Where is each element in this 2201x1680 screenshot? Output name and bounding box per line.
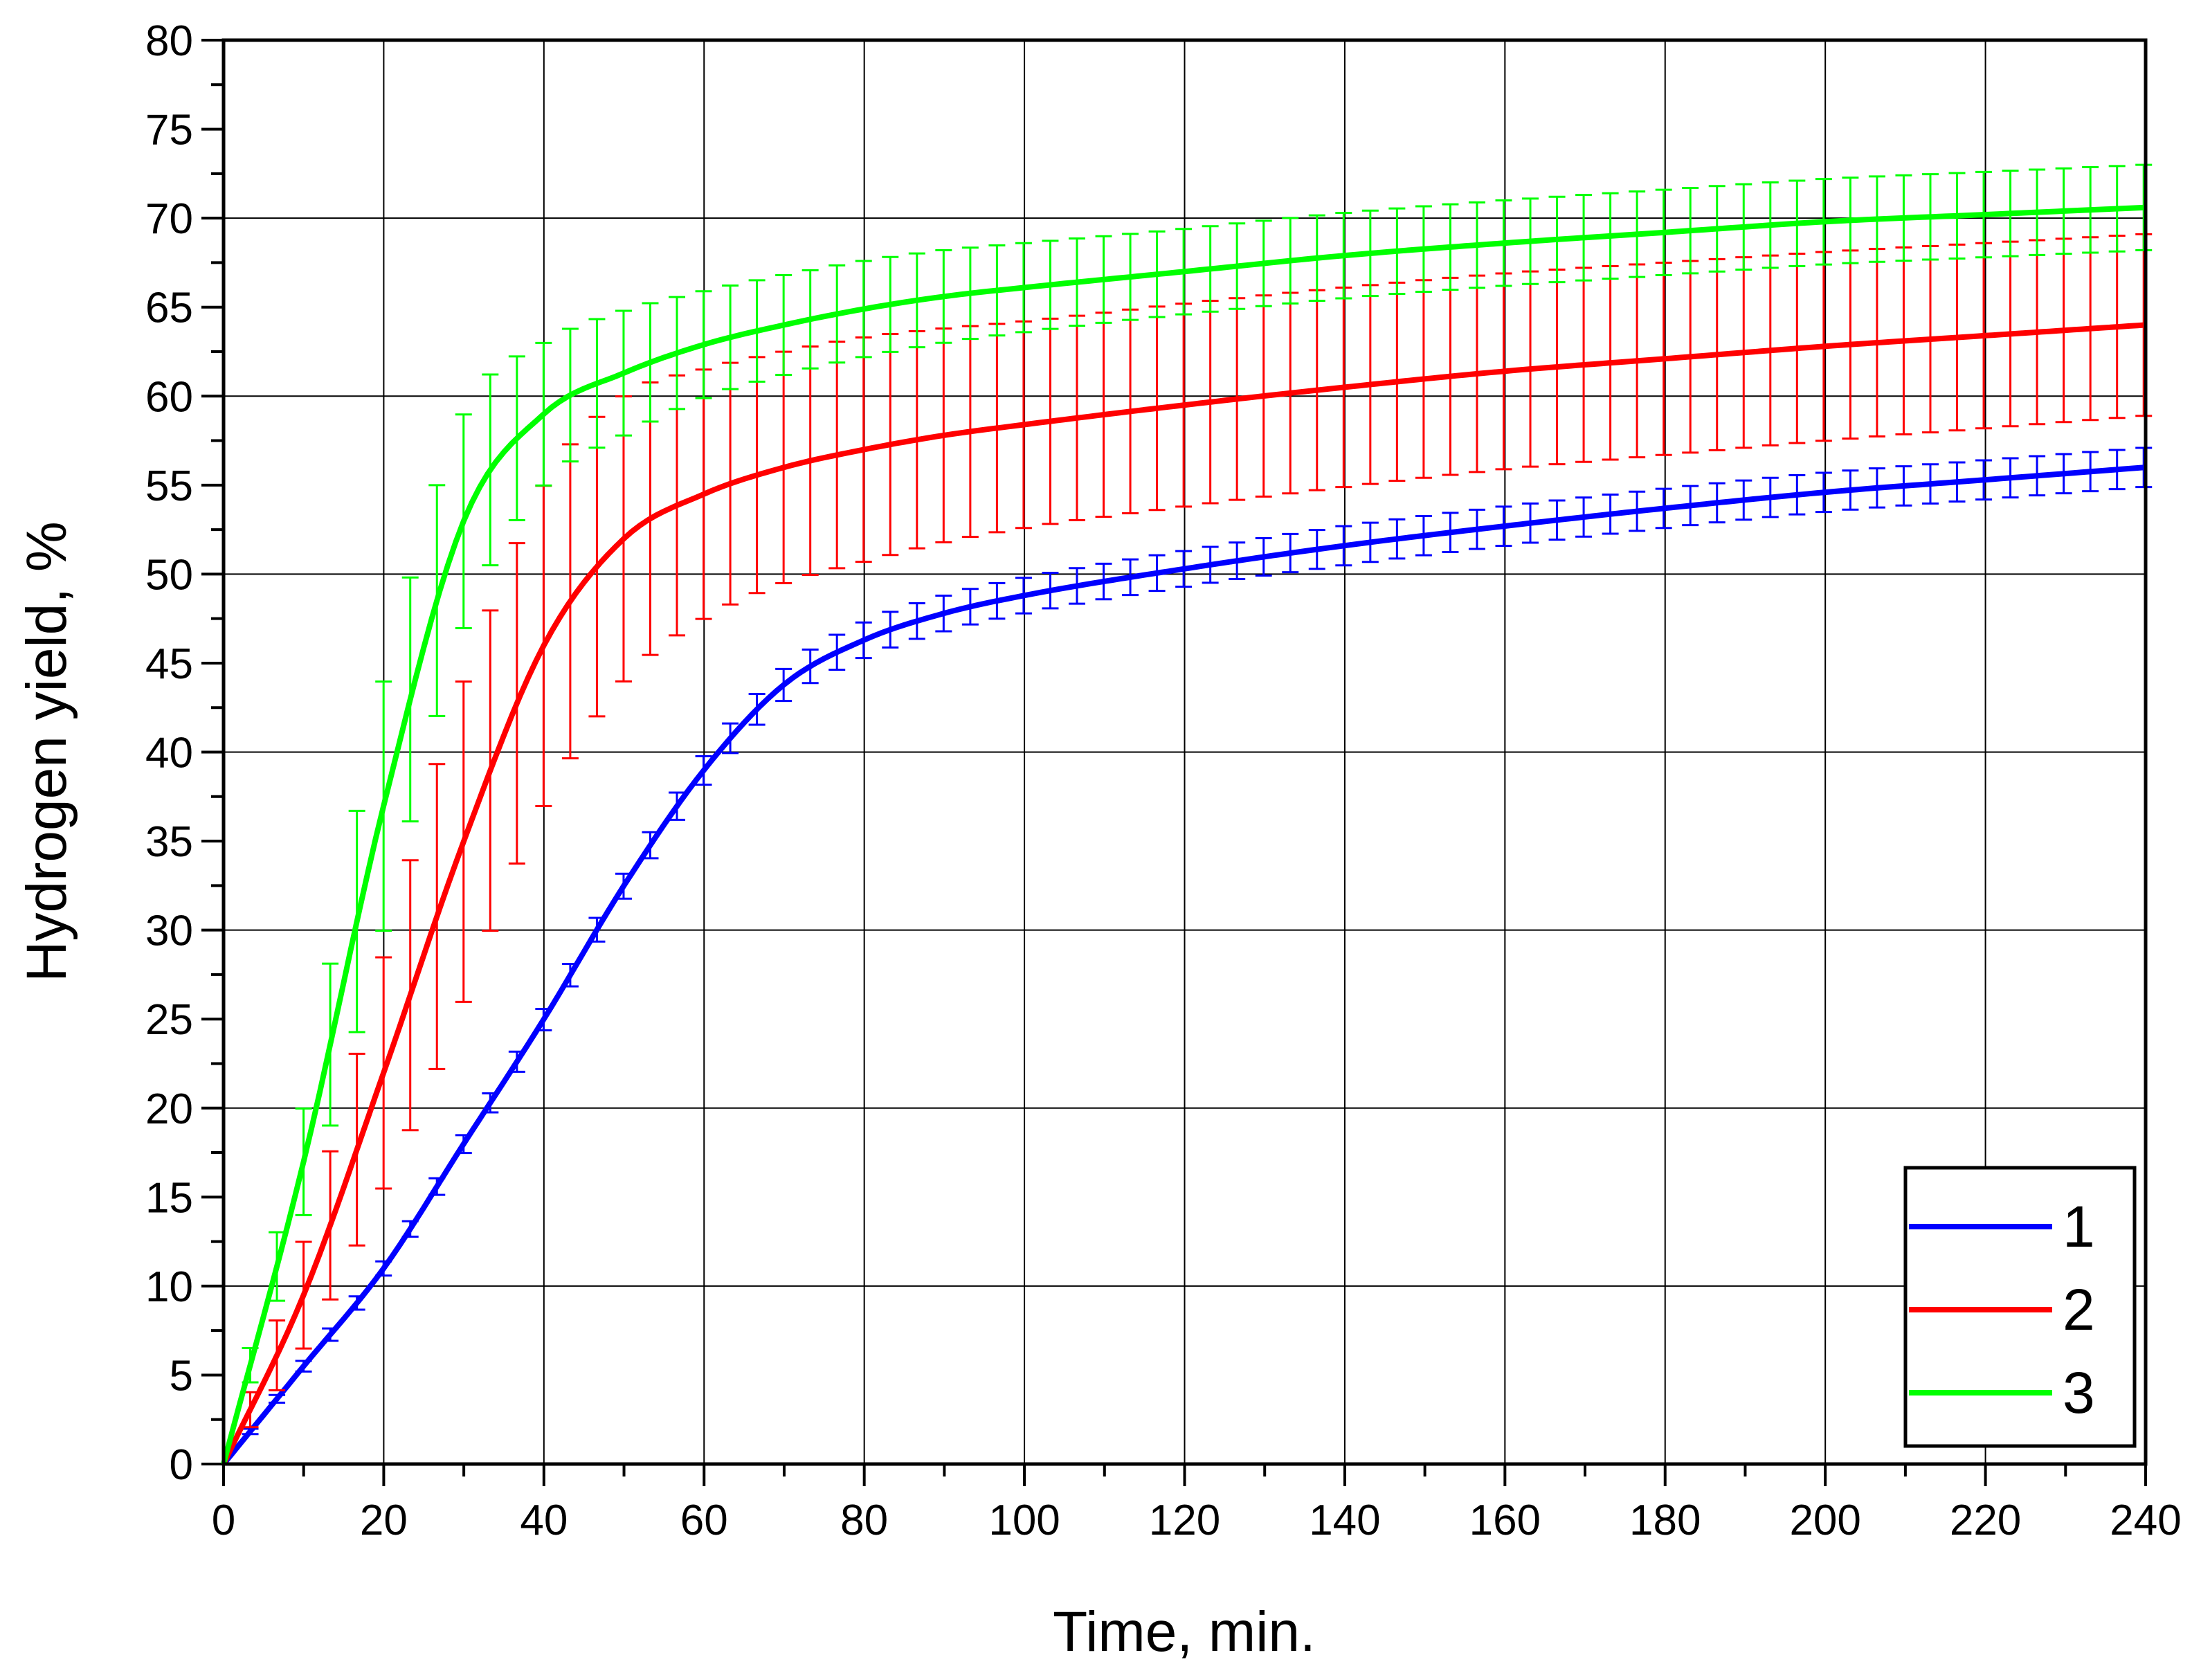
legend-label-series-1: 1 [2063, 1194, 2095, 1259]
ticks [201, 39, 2147, 1486]
series-layer [221, 163, 2153, 1466]
legend-label-series-2: 2 [2063, 1277, 2095, 1342]
x-tick-label: 100 [988, 1497, 1060, 1544]
x-tick-label: 0 [212, 1497, 235, 1544]
y-axis-title: Hydrogen yield, % [15, 521, 78, 982]
x-tick-label: 80 [840, 1497, 888, 1544]
y-tick-label: 40 [145, 730, 193, 777]
x-tick-label: 220 [1950, 1497, 2021, 1544]
y-tick-label: 55 [145, 462, 193, 510]
x-tick-label: 20 [360, 1497, 408, 1544]
y-tick-label: 30 [145, 907, 193, 955]
x-tick-label: 240 [2110, 1497, 2181, 1544]
series-line-3 [221, 204, 2146, 1465]
x-tick-label: 120 [1149, 1497, 1220, 1544]
x-tick-label: 200 [1789, 1497, 1860, 1544]
y-tick-label: 80 [145, 17, 193, 65]
tick-labels: 0 20 40 60 80 100 120 140 160 180 200 220 2400510152… [145, 17, 2182, 1544]
y-tick-label: 10 [145, 1263, 193, 1311]
x-tick-label: 60 [680, 1497, 728, 1544]
plot-frame [221, 38, 2148, 1466]
y-tick-label: 70 [145, 195, 193, 243]
legend-label-series-3: 3 [2063, 1360, 2095, 1425]
y-tick-label: 35 [145, 818, 193, 866]
y-tick-label: 45 [145, 640, 193, 688]
x-tick-label: 140 [1309, 1497, 1380, 1544]
y-tick-label: 50 [145, 551, 193, 599]
y-tick-label: 5 [170, 1352, 193, 1400]
legend: 1 2 3 [1903, 1166, 2137, 1448]
series-3 [221, 163, 2153, 1465]
series-2 [221, 233, 2153, 1465]
y-tick-label: 0 [170, 1441, 193, 1489]
y-tick-label: 20 [145, 1085, 193, 1133]
y-tick-label: 65 [145, 284, 193, 332]
series-line-1 [221, 464, 2146, 1466]
x-axis-title: Time, min. [1053, 1600, 1316, 1663]
y-tick-label: 60 [145, 373, 193, 421]
x-tick-label: 40 [520, 1497, 568, 1544]
series-1 [221, 446, 2153, 1466]
y-tick-label: 25 [145, 996, 193, 1044]
series-line-2 [221, 322, 2146, 1465]
x-tick-label: 180 [1629, 1497, 1701, 1544]
y-tick-label: 75 [145, 107, 193, 154]
x-tick-label: 160 [1469, 1497, 1541, 1544]
y-tick-label: 15 [145, 1174, 193, 1222]
